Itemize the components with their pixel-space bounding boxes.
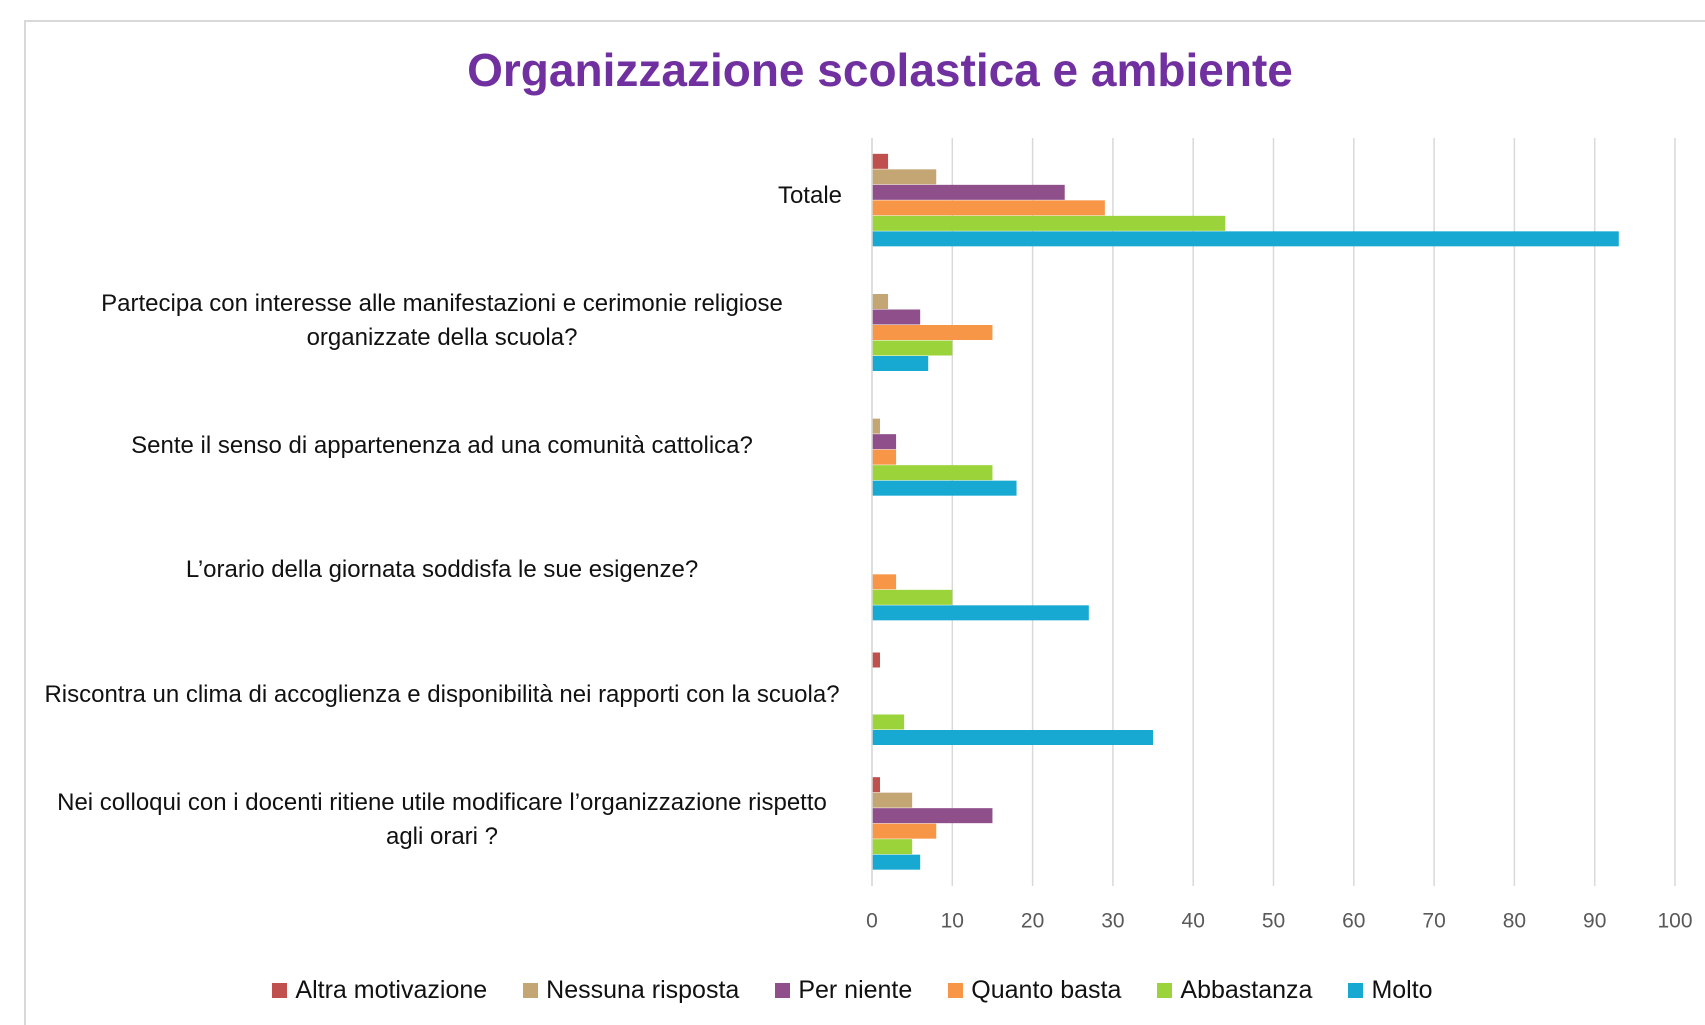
bar — [872, 449, 897, 465]
legend-swatch — [1348, 983, 1364, 998]
category-label: Riscontra un clima di accoglienza e disp… — [44, 681, 840, 708]
bar — [872, 777, 881, 793]
legend-label: Per niente — [798, 976, 913, 1004]
bar — [872, 839, 913, 855]
bar — [872, 200, 1105, 216]
category-label: Sente il senso di appartenenza ad una co… — [131, 431, 753, 459]
bar — [872, 589, 953, 605]
category-label: Partecipa con interesse alle manifestazi… — [101, 290, 783, 351]
bar — [872, 169, 937, 185]
frame — [24, 20, 1705, 1025]
bar — [872, 480, 1017, 496]
legend-item: Quanto basta — [948, 976, 1121, 1005]
x-tick-label: 10 — [941, 910, 964, 933]
category-label: Totale — [777, 182, 842, 210]
category-label: L’orario della giornata soddisfa le sue … — [185, 556, 699, 584]
legend-item: Altra motivazione — [272, 976, 487, 1005]
bar — [872, 730, 1154, 745]
legend-label: Abbastanza — [1180, 976, 1313, 1004]
x-tick-label: 60 — [1342, 910, 1365, 933]
legend-label: Altra motivazione — [295, 976, 488, 1004]
bar — [872, 823, 937, 839]
bar — [872, 605, 1089, 621]
bar — [872, 652, 881, 668]
legend-label: Quanto basta — [971, 976, 1122, 1004]
bar — [872, 153, 889, 169]
legend-swatch — [775, 983, 791, 998]
chart-title: Organizzazione scolastica e ambiente — [467, 44, 1293, 96]
legend-swatch — [523, 983, 539, 998]
bar — [872, 792, 913, 808]
bar — [872, 574, 897, 590]
legend-swatch — [272, 983, 288, 998]
x-tick-label: 90 — [1583, 910, 1606, 933]
legend: Altra motivazione Nessuna risposta Per nie… — [0, 976, 1705, 1005]
legend-item: Nessuna risposta — [523, 976, 739, 1005]
legend-item: Per niente — [775, 976, 912, 1005]
x-tick-label: 100 — [1657, 910, 1692, 933]
legend-label: Molto — [1371, 976, 1433, 1004]
bar — [872, 340, 953, 356]
bar — [872, 309, 921, 325]
bar — [872, 418, 881, 434]
x-tick-label: 0 — [866, 910, 878, 933]
bar — [872, 184, 1065, 200]
bar — [872, 231, 1619, 247]
x-tick-label: 20 — [1021, 910, 1044, 933]
x-tick-label: 50 — [1262, 910, 1285, 933]
legend-label: Nessuna risposta — [546, 976, 740, 1004]
x-tick-label: 80 — [1503, 910, 1526, 933]
bar — [872, 325, 993, 340]
bar — [872, 294, 889, 309]
bar — [872, 434, 897, 450]
bar — [872, 808, 993, 824]
bar — [872, 215, 1226, 231]
bar — [872, 854, 921, 870]
x-tick-label: 30 — [1101, 910, 1124, 933]
category-label: Nei colloqui con i docenti ritiene utile… — [57, 788, 827, 850]
bar — [872, 356, 929, 371]
legend-item: Abbastanza — [1157, 976, 1312, 1005]
legend-item: Molto — [1348, 976, 1433, 1005]
legend-swatch — [948, 983, 964, 998]
x-tick-label: 40 — [1182, 910, 1205, 933]
legend-swatch — [1157, 983, 1173, 998]
bar — [872, 465, 993, 481]
x-tick-label: 70 — [1422, 910, 1445, 933]
bar — [872, 714, 905, 730]
